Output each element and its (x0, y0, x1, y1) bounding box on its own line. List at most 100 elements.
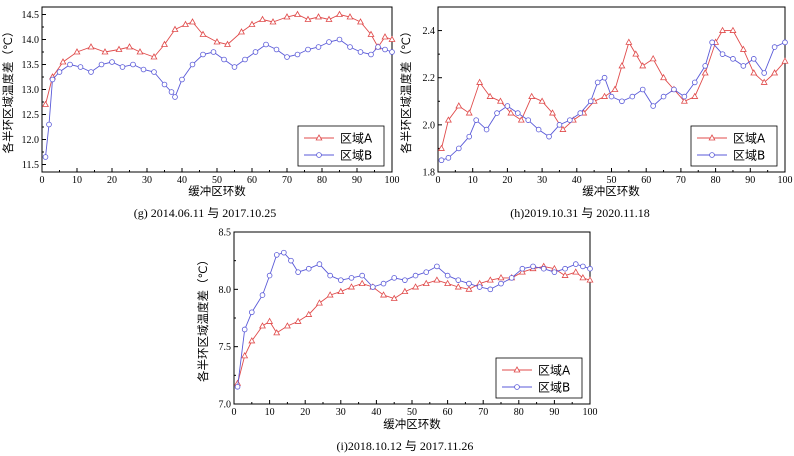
y-tick-label: 2.0 (423, 120, 436, 131)
data-point (325, 15, 333, 22)
legend: 区域A 区域B (297, 125, 385, 167)
data-point (771, 44, 778, 50)
data-point (283, 322, 291, 329)
data-point (629, 93, 636, 100)
data-point (660, 93, 667, 100)
data-point (567, 117, 573, 123)
data-point (168, 89, 175, 95)
data-point (497, 274, 505, 281)
data-point (587, 98, 594, 105)
x-tick-label: 0 (232, 407, 237, 418)
data-point (760, 78, 768, 85)
data-point (483, 126, 490, 133)
data-point (671, 86, 677, 93)
data-point (73, 48, 81, 55)
data-point (549, 109, 556, 116)
data-point (701, 69, 709, 76)
data-point (182, 20, 189, 27)
y-tick-label: 7.0 (219, 400, 232, 411)
x-tick-label: 0 (40, 175, 45, 186)
data-point (347, 44, 353, 50)
data-point (496, 97, 504, 104)
data-point (391, 275, 398, 281)
data-point (248, 20, 256, 27)
x-tick-label: 40 (177, 175, 187, 186)
data-point (515, 110, 521, 116)
x-tick-label: 60 (443, 407, 453, 418)
data-point (619, 98, 625, 105)
legend-marker-b (709, 152, 715, 158)
x-tick-label: 50 (407, 407, 417, 418)
data-point (546, 133, 552, 140)
chart-caption: (g) 2014.06.11 与 2017.10.25 (134, 206, 277, 220)
x-tick-label: 30 (537, 175, 547, 186)
data-point (709, 39, 715, 46)
data-point (771, 69, 779, 76)
data-point (433, 276, 441, 283)
legend-label-b: 区域B (340, 149, 372, 163)
data-point (241, 352, 249, 359)
y-tick-label: 13.5 (22, 60, 40, 71)
legend-marker-b (316, 152, 322, 158)
data-point (259, 15, 266, 22)
data-point (266, 272, 273, 279)
data-point (67, 61, 73, 68)
data-point (281, 249, 287, 256)
x-tick-label: 20 (107, 175, 117, 186)
data-point (263, 41, 269, 48)
x-axis-label: 缓冲区环数 (383, 417, 441, 431)
data-point (577, 110, 584, 116)
data-point (380, 291, 388, 298)
x-tick-label: 50 (212, 175, 222, 186)
series-b (438, 39, 788, 164)
data-point (77, 64, 84, 70)
data-point (358, 279, 366, 286)
data-point (189, 18, 196, 25)
data-point (248, 337, 256, 344)
data-point (438, 157, 445, 164)
data-point (473, 117, 479, 123)
legend-marker-a (708, 134, 716, 141)
data-point (172, 94, 178, 100)
x-tick-label: 40 (572, 175, 582, 186)
data-point (639, 86, 646, 93)
legend-label-a: 区域A (340, 132, 373, 146)
data-point (540, 265, 547, 272)
data-point (337, 277, 344, 283)
data-point (242, 56, 248, 63)
data-point (632, 50, 640, 57)
data-point (171, 25, 179, 32)
data-point (234, 383, 241, 390)
data-point (388, 35, 396, 42)
data-point (151, 69, 157, 75)
legend-marker-a (315, 134, 323, 141)
data-point (221, 56, 227, 63)
data-point (476, 78, 484, 85)
data-point (702, 63, 708, 69)
data-point (273, 252, 280, 258)
data-point (304, 15, 312, 22)
data-point (650, 103, 656, 109)
x-tick-label: 100 (778, 175, 793, 186)
series-line-a (45, 14, 393, 105)
data-point (519, 265, 526, 272)
y-tick-label: 8.5 (219, 228, 232, 239)
data-point (444, 116, 452, 123)
y-tick-label: 14.0 (22, 35, 40, 46)
data-point (498, 280, 504, 287)
data-point (305, 310, 313, 317)
data-point (389, 49, 395, 55)
x-tick-label: 100 (583, 407, 598, 418)
data-point (486, 276, 494, 283)
data-point (494, 110, 500, 116)
x-tick-label: 80 (514, 407, 524, 418)
data-point (611, 85, 619, 92)
data-point (781, 57, 789, 64)
data-point (327, 272, 333, 279)
data-point (608, 93, 615, 100)
data-point (266, 317, 274, 324)
data-point (337, 287, 345, 295)
data-point (559, 125, 567, 132)
data-point (259, 292, 266, 298)
